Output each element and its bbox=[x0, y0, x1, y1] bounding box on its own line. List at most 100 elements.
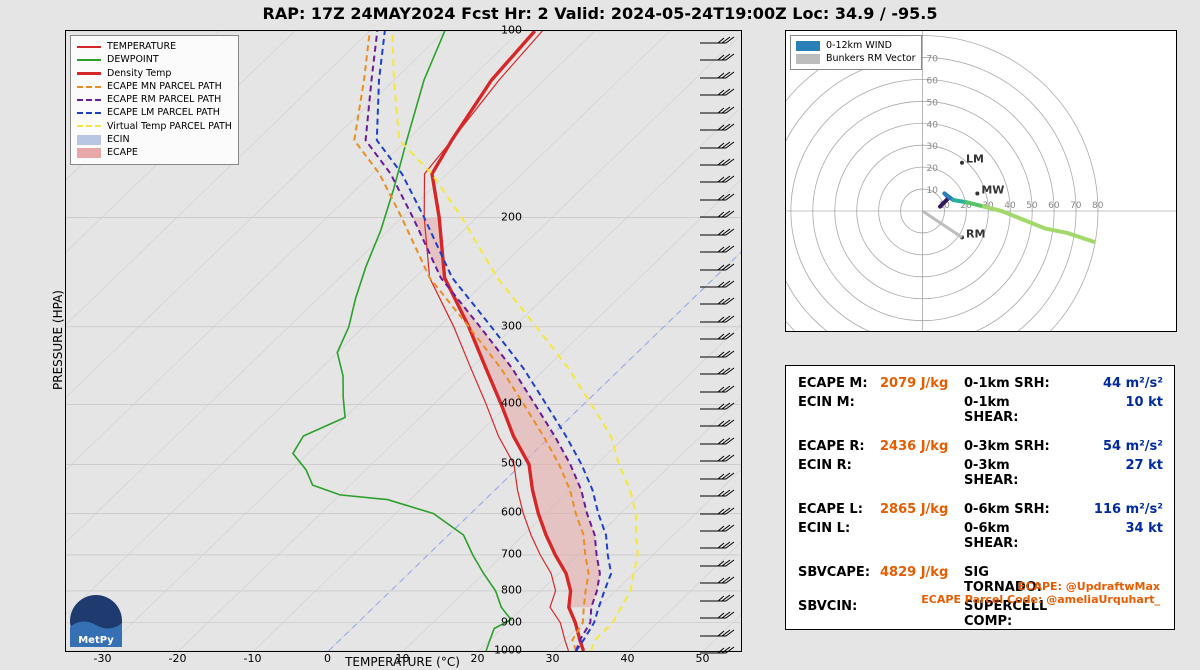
legend-item: ECIN bbox=[77, 133, 232, 146]
credit-ecape: ECAPE: @UpdraftwMax bbox=[921, 580, 1160, 594]
wind-barb bbox=[700, 227, 730, 228]
legend-item: Bunkers RM Vector bbox=[796, 52, 916, 65]
wind-barb bbox=[700, 140, 730, 141]
skewt-legend: TEMPERATUREDEWPOINTDensity TempECAPE MN … bbox=[70, 35, 239, 165]
stat-value: 34 kt bbox=[1068, 521, 1163, 536]
wind-barb bbox=[700, 262, 730, 263]
stats-panel: ECAPE M:2079 J/kg0-1km SRH:44 m²/s²ECIN … bbox=[785, 365, 1175, 630]
hodograph-legend: 0-12km WINDBunkers RM Vector bbox=[790, 35, 922, 70]
stat-label: ECAPE M: bbox=[798, 376, 876, 391]
svg-text:80: 80 bbox=[1092, 201, 1104, 211]
wind-barb bbox=[700, 87, 730, 88]
wind-barb bbox=[700, 157, 730, 158]
stat-value: 2436 J/kg bbox=[880, 439, 960, 454]
xtick: -10 bbox=[244, 652, 262, 665]
stat-label: 0-1km SRH: bbox=[964, 376, 1064, 391]
wind-barb bbox=[700, 384, 730, 385]
xtick: 40 bbox=[621, 652, 635, 665]
wind-barb bbox=[700, 70, 730, 71]
wind-barb bbox=[700, 192, 730, 193]
ytick: 800 bbox=[487, 583, 522, 596]
hodograph-plot: 101020203030404050506060707080LMMWRM 0-1… bbox=[785, 30, 1177, 332]
stat-label: 0-6km SRH: bbox=[964, 502, 1064, 517]
svg-text:60: 60 bbox=[927, 76, 939, 86]
stat-value: 2865 J/kg bbox=[880, 502, 960, 517]
stat-label: ECIN L: bbox=[798, 521, 876, 536]
wind-barb bbox=[700, 628, 730, 629]
wind-barb bbox=[700, 506, 730, 507]
xtick: -30 bbox=[94, 652, 112, 665]
legend-item: Virtual Temp PARCEL PATH bbox=[77, 120, 232, 133]
svg-text:70: 70 bbox=[927, 54, 939, 64]
wind-barb bbox=[700, 401, 730, 402]
figure-canvas: RAP: 17Z 24MAY2024 Fcst Hr: 2 Valid: 202… bbox=[0, 0, 1200, 670]
svg-text:MetPy: MetPy bbox=[78, 635, 114, 646]
legend-item: Density Temp bbox=[77, 67, 232, 80]
xtick: 10 bbox=[396, 652, 410, 665]
stat-value: 44 m²/s² bbox=[1068, 376, 1163, 391]
wind-barb bbox=[700, 558, 730, 559]
legend-item: ECAPE RM PARCEL PATH bbox=[77, 93, 232, 106]
skewt-plot: TEMPERATUREDEWPOINTDensity TempECAPE MN … bbox=[65, 30, 742, 652]
stat-label: 0-3km SHEAR: bbox=[964, 458, 1064, 488]
wind-barb bbox=[700, 523, 730, 524]
svg-text:40: 40 bbox=[927, 120, 939, 130]
stat-value: 54 m²/s² bbox=[1068, 439, 1163, 454]
ytick: 700 bbox=[487, 547, 522, 560]
stat-label: SBVCAPE: bbox=[798, 565, 876, 580]
legend-item: DEWPOINT bbox=[77, 53, 232, 66]
svg-text:30: 30 bbox=[927, 142, 939, 152]
ytick: 1000 bbox=[487, 644, 522, 657]
stat-label: SBVCIN: bbox=[798, 599, 876, 614]
stat-label: ECAPE R: bbox=[798, 439, 876, 454]
legend-item: TEMPERATURE bbox=[77, 40, 232, 53]
wind-barb bbox=[700, 575, 730, 576]
ytick: 200 bbox=[487, 210, 522, 223]
svg-text:RM: RM bbox=[966, 227, 985, 240]
legend-item: ECAPE LM PARCEL PATH bbox=[77, 106, 232, 119]
stat-label: ECIN R: bbox=[798, 458, 876, 473]
svg-text:70: 70 bbox=[1070, 201, 1082, 211]
hodograph-svg: 101020203030404050506060707080LMMWRM bbox=[786, 31, 1176, 331]
wind-barb bbox=[700, 610, 730, 611]
wind-barb bbox=[700, 279, 730, 280]
stat-value: 10 kt bbox=[1068, 395, 1163, 410]
stat-value: 4829 J/kg bbox=[880, 565, 960, 580]
stat-label: 0-3km SRH: bbox=[964, 439, 1064, 454]
wind-barb bbox=[700, 349, 730, 350]
svg-text:10: 10 bbox=[927, 186, 939, 196]
credit-parcel: ECAPE Parcel Code: @ameliaUrquhart_ bbox=[921, 593, 1160, 607]
ytick: 600 bbox=[487, 506, 522, 519]
wind-barb bbox=[700, 471, 730, 472]
wind-barb bbox=[700, 314, 730, 315]
legend-item: ECAPE bbox=[77, 146, 232, 159]
wind-barb bbox=[700, 331, 730, 332]
svg-text:MW: MW bbox=[981, 183, 1004, 196]
skewt-ylabel: PRESSURE (HPA) bbox=[51, 290, 65, 390]
ytick: 300 bbox=[487, 319, 522, 332]
xtick: 0 bbox=[324, 652, 331, 665]
ytick: 400 bbox=[487, 397, 522, 410]
metpy-logo: MetPy bbox=[68, 593, 124, 649]
stat-label: 0-6km SHEAR: bbox=[964, 521, 1064, 551]
wind-barb bbox=[700, 418, 730, 419]
svg-text:60: 60 bbox=[1048, 201, 1060, 211]
wind-barb bbox=[700, 105, 730, 106]
svg-text:50: 50 bbox=[927, 98, 939, 108]
wind-barb bbox=[700, 35, 730, 36]
wind-barb bbox=[700, 209, 730, 210]
stat-label: 0-1km SHEAR: bbox=[964, 395, 1064, 425]
wind-barb bbox=[700, 296, 730, 297]
wind-barb bbox=[700, 52, 730, 53]
wind-barb bbox=[700, 436, 730, 437]
xtick: 20 bbox=[471, 652, 485, 665]
svg-text:LM: LM bbox=[966, 153, 984, 166]
stat-value: 27 kt bbox=[1068, 458, 1163, 473]
xtick: -20 bbox=[169, 652, 187, 665]
svg-text:50: 50 bbox=[1026, 201, 1038, 211]
wind-barb bbox=[700, 122, 730, 123]
legend-item: 0-12km WIND bbox=[796, 39, 916, 52]
wind-barb bbox=[700, 174, 730, 175]
svg-text:40: 40 bbox=[1004, 201, 1016, 211]
wind-barb bbox=[700, 488, 730, 489]
